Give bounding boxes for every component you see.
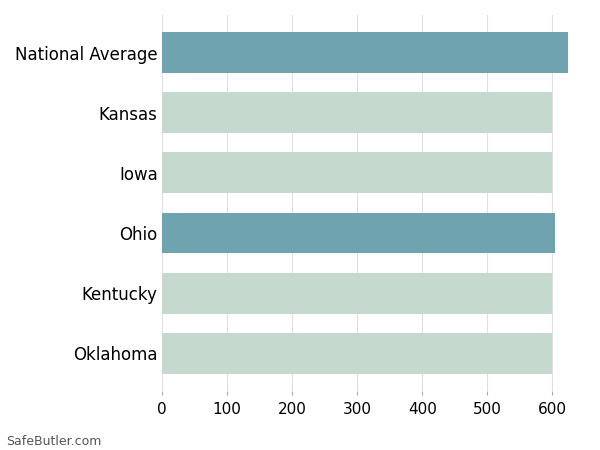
Bar: [162, 32, 568, 73]
Bar: [162, 92, 553, 133]
Bar: [162, 273, 553, 314]
Bar: [162, 212, 555, 253]
Text: SafeButler.com: SafeButler.com: [6, 435, 101, 448]
Bar: [162, 153, 553, 194]
Bar: [162, 333, 553, 374]
